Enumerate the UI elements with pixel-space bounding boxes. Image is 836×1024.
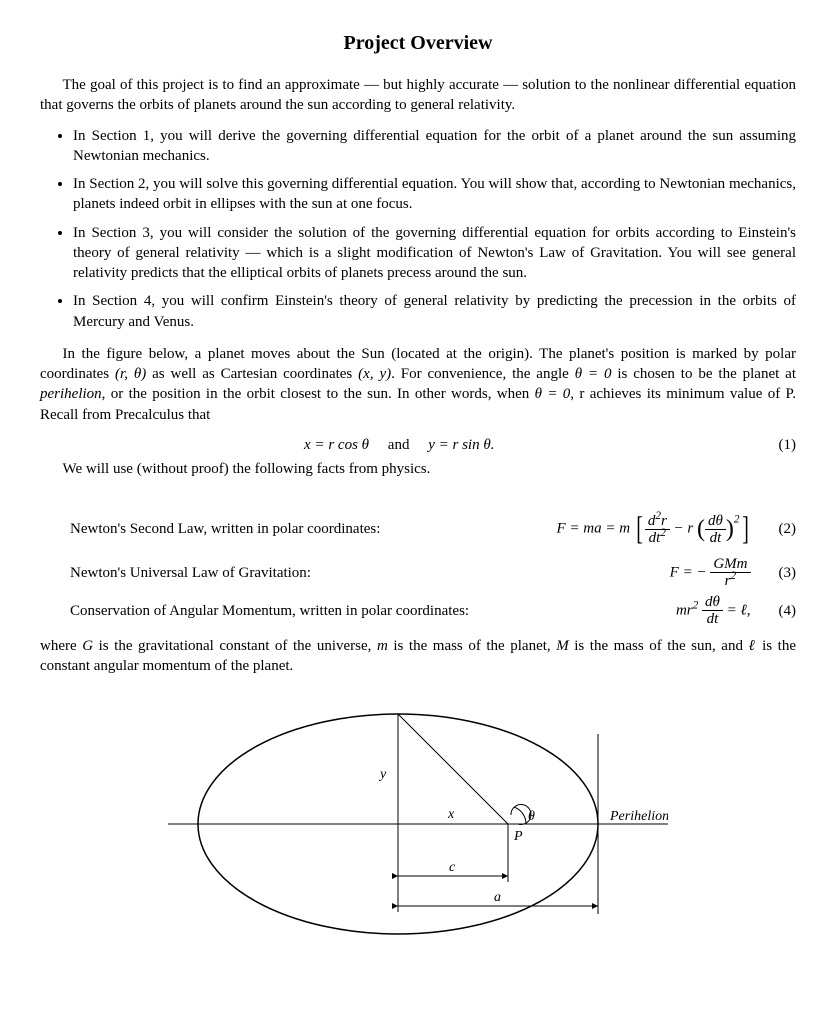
svg-text:c: c bbox=[449, 860, 456, 875]
eq1-rhs: y = r sin θ. bbox=[428, 437, 494, 453]
eq2-number: (2) bbox=[759, 519, 797, 539]
intro-paragraph: The goal of this project is to find an a… bbox=[40, 75, 796, 116]
bullet-2: In Section 2, you will solve this govern… bbox=[73, 174, 796, 215]
bullet-4: In Section 4, you will confirm Einstein'… bbox=[73, 291, 796, 332]
law1-formula: F = ma = m [d2rdt2 − r (dθdt)2] bbox=[380, 507, 758, 552]
eq1-lhs: x = r cos θ bbox=[304, 437, 369, 453]
orbit-diagram: y x θP Perihelion c a bbox=[168, 704, 668, 954]
orbit-figure: y x θP Perihelion c a bbox=[40, 704, 796, 960]
svg-text:y: y bbox=[378, 767, 387, 782]
closing-paragraph: where G is the gravitational constant of… bbox=[40, 636, 796, 677]
equation-1: x = r cos θ and y = r sin θ. (1) bbox=[40, 435, 796, 455]
svg-text:P: P bbox=[513, 829, 523, 844]
bullet-3: In Section 3, you will consider the solu… bbox=[73, 223, 796, 284]
equation-3: Newton's Universal Law of Gravitation: F… bbox=[40, 556, 796, 590]
equation-4: Conservation of Angular Momentum, writte… bbox=[40, 594, 796, 628]
law2-label: Newton's Universal Law of Gravitation: bbox=[40, 563, 311, 583]
figure-paragraph: In the figure below, a planet moves abou… bbox=[40, 344, 796, 425]
page-title: Project Overview bbox=[40, 30, 796, 57]
eq1-number: (1) bbox=[759, 435, 797, 455]
svg-text:Perihelion: Perihelion bbox=[609, 809, 668, 824]
law1-label: Newton's Second Law, written in polar co… bbox=[40, 519, 380, 539]
svg-text:a: a bbox=[494, 890, 501, 905]
eq3-number: (3) bbox=[759, 563, 797, 583]
law3-label: Conservation of Angular Momentum, writte… bbox=[40, 601, 469, 621]
svg-text:θ: θ bbox=[528, 809, 535, 824]
equation-2: Newton's Second Law, written in polar co… bbox=[40, 507, 796, 552]
physics-intro: We will use (without proof) the followin… bbox=[40, 459, 796, 479]
section-list: In Section 1, you will derive the govern… bbox=[40, 126, 796, 332]
eq1-and: and bbox=[388, 437, 410, 453]
eq4-number: (4) bbox=[759, 601, 797, 621]
law3-formula: mr2 dθdt = ℓ, bbox=[469, 594, 758, 628]
bullet-1: In Section 1, you will derive the govern… bbox=[73, 126, 796, 167]
svg-text:x: x bbox=[447, 807, 455, 822]
law2-formula: F = − GMmr2 bbox=[311, 556, 759, 590]
